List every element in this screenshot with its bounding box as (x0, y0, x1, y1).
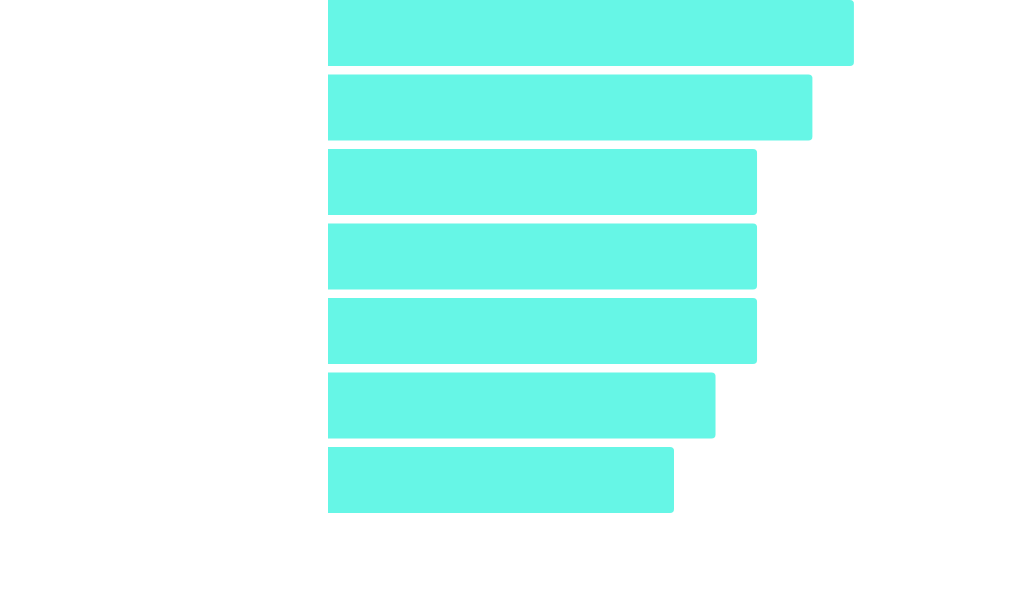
bar (328, 447, 674, 513)
bar (328, 0, 854, 66)
bar (328, 298, 758, 364)
bar (328, 74, 813, 141)
bar (328, 223, 758, 290)
bar (328, 149, 758, 215)
bar (328, 372, 716, 439)
